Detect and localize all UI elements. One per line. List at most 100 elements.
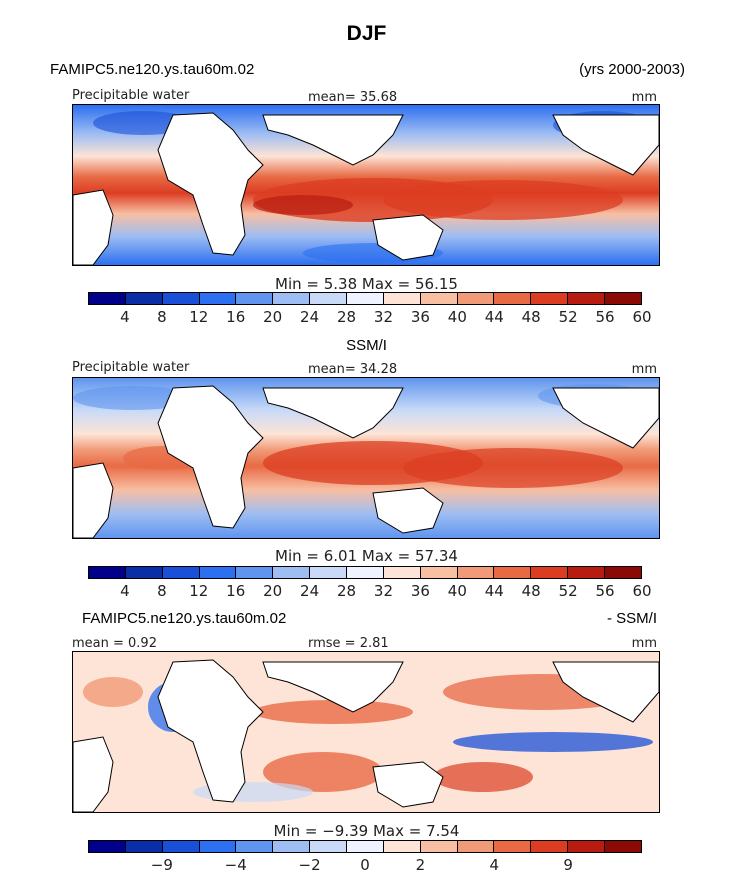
colorbar-cell	[198, 841, 236, 852]
colorbar-tick-label: 9	[563, 856, 573, 874]
colorbar-tick-label: 48	[521, 582, 541, 600]
colorbar-tick-label: 56	[595, 308, 615, 326]
colorbar-tick-label: 52	[558, 582, 578, 600]
colorbar-cell	[89, 293, 125, 304]
colorbar-cell	[272, 841, 310, 852]
panel2-minmax: Min = 6.01 Max = 57.34	[275, 547, 458, 565]
panel1-mean: mean= 35.68	[308, 90, 398, 105]
panel2-units: mm	[631, 362, 657, 377]
colorbar-tick-label: 36	[410, 308, 430, 326]
colorbar-tick-label: 60	[632, 582, 652, 600]
colorbar-tick-label: 4	[120, 308, 130, 326]
colorbar-cell	[530, 841, 568, 852]
colorbar-tick-label: 16	[226, 308, 246, 326]
colorbar-cell	[530, 293, 568, 304]
colorbar-cell	[419, 841, 457, 852]
panel2-field-label: Precipitable water	[72, 360, 190, 375]
colorbar-cell	[346, 841, 383, 852]
colorbar-cell	[309, 293, 347, 304]
colorbar-cell	[567, 293, 605, 304]
colorbar-cell	[124, 293, 162, 304]
colorbar-tick-label: 8	[157, 308, 167, 326]
panel1-map	[72, 104, 660, 266]
colorbar-cell	[346, 567, 383, 578]
colorbar-cell	[419, 293, 457, 304]
colorbar-cell	[530, 567, 568, 578]
colorbar-tick-label: 28	[336, 582, 357, 600]
colorbar-tick-label: 24	[300, 582, 320, 600]
colorbar-cell	[272, 293, 310, 304]
colorbar-tick-label: −4	[224, 856, 247, 874]
panel2-map	[72, 377, 660, 539]
colorbar-tick-label: 48	[521, 308, 541, 326]
colorbar-tick-label: 16	[226, 582, 246, 600]
colorbar-tick-label: 36	[410, 582, 430, 600]
colorbar-tick-label: 28	[336, 308, 357, 326]
colorbar-tick-label: 0	[360, 856, 370, 874]
colorbar-tick-label: 8	[157, 582, 167, 600]
colorbar-cell	[567, 841, 605, 852]
panel1-colorbar	[88, 292, 642, 305]
panel1-units: mm	[631, 90, 657, 105]
colorbar-cell	[382, 293, 420, 304]
panel3-map-svg	[73, 652, 659, 812]
colorbar-cell	[272, 567, 310, 578]
colorbar-tick-label: 4	[489, 856, 500, 874]
panel1-field-label: Precipitable water	[72, 88, 190, 103]
colorbar-tick-label: 32	[373, 582, 393, 600]
panel1-colorbar-ticks: 4 8 12 16 20 24 28 32 36 40 44 48 52 56 60	[88, 308, 651, 326]
figure-title: DJF	[346, 22, 387, 45]
panel2-colorbar	[88, 566, 642, 579]
colorbar-tick-label: 32	[373, 308, 393, 326]
panel1-map-svg	[73, 105, 659, 265]
colorbar-tick-label: 12	[189, 582, 209, 600]
colorbar-cell	[567, 567, 605, 578]
colorbar-cell	[198, 293, 236, 304]
model-label: FAMIPC5.ne120.ys.tau60m.02	[50, 61, 255, 78]
colorbar-tick-label: 56	[595, 582, 615, 600]
colorbar-cell	[235, 567, 273, 578]
colorbar-tick-label: 44	[484, 582, 504, 600]
colorbar-cell	[124, 567, 162, 578]
colorbar-tick-label: 12	[189, 308, 209, 326]
colorbar-cell	[89, 841, 125, 852]
panel2-colorbar-ticks: 4 8 12 16 20 24 28 32 36 40 44 48 52 56 60	[88, 582, 651, 600]
panel3-minmax: Min = −9.39 Max = 7.54	[273, 822, 460, 840]
colorbar-tick-label: 20	[263, 582, 283, 600]
panel2-title: SSM/I	[346, 337, 387, 354]
panel3-colorbar-ticks: −9 −4 −2 0 2 4 9	[88, 856, 642, 874]
colorbar-cell	[161, 567, 199, 578]
colorbar-cell	[604, 293, 641, 304]
panel3-title-left: FAMIPC5.ne120.ys.tau60m.02	[82, 610, 287, 627]
colorbar-tick-label: 40	[447, 582, 467, 600]
colorbar-tick-label: −2	[298, 856, 321, 874]
colorbar-tick-label: 4	[120, 582, 130, 600]
panel3-title-right: - SSM/I	[606, 610, 657, 627]
panel1-minmax: Min = 5.38 Max = 56.15	[275, 275, 458, 293]
colorbar-tick-label: 60	[632, 308, 652, 326]
colorbar-cell	[382, 841, 420, 852]
colorbar-cell	[604, 567, 641, 578]
colorbar-cell	[493, 841, 531, 852]
colorbar-tick-label: 52	[558, 308, 578, 326]
panel2-map-svg	[73, 378, 659, 538]
colorbar-cell	[161, 841, 199, 852]
colorbar-cell	[604, 841, 641, 852]
colorbar-cell	[89, 567, 125, 578]
colorbar-cell	[346, 293, 383, 304]
colorbar-cell	[493, 293, 531, 304]
panel3-map	[72, 651, 660, 813]
panel3-colorbar	[88, 840, 642, 853]
colorbar-cell	[198, 567, 236, 578]
colorbar-tick-label: 2	[415, 856, 426, 874]
colorbar-cell	[419, 567, 457, 578]
colorbar-cell	[124, 841, 162, 852]
colorbar-tick-label: 44	[484, 308, 504, 326]
colorbar-cell	[235, 293, 273, 304]
colorbar-cell	[456, 293, 494, 304]
colorbar-cell	[456, 841, 494, 852]
panel3-mean: mean = 0.92	[72, 636, 157, 651]
colorbar-cell	[493, 567, 531, 578]
panel3-units: mm	[631, 636, 657, 651]
panel2-mean: mean= 34.28	[308, 362, 398, 377]
